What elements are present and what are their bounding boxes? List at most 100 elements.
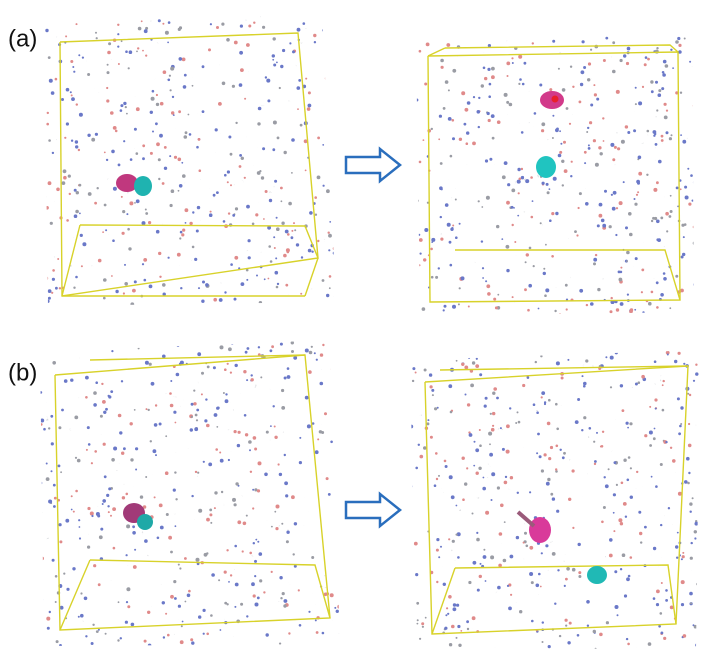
- atom: [280, 187, 283, 190]
- atom: [330, 441, 333, 444]
- atom: [311, 251, 313, 253]
- atom: [448, 595, 452, 599]
- atom: [118, 414, 122, 418]
- atom: [209, 509, 212, 512]
- atom: [551, 350, 553, 352]
- atom: [475, 364, 479, 368]
- atom: [636, 194, 638, 196]
- atom: [445, 465, 448, 468]
- atom: [85, 307, 88, 310]
- atom: [144, 29, 148, 33]
- atom: [93, 391, 97, 395]
- atom: [175, 525, 177, 527]
- atom: [78, 54, 80, 56]
- atom: [244, 98, 246, 100]
- atom: [74, 214, 78, 218]
- atom: [148, 644, 152, 648]
- atom: [478, 126, 480, 128]
- atom: [671, 134, 673, 136]
- atom: [613, 530, 615, 532]
- atom: [580, 83, 583, 86]
- atom: [504, 93, 508, 97]
- atom: [121, 452, 124, 455]
- atom: [452, 137, 455, 140]
- atom: [248, 256, 251, 259]
- atom: [307, 424, 311, 428]
- atom: [549, 219, 552, 222]
- atom: [504, 521, 506, 523]
- atom: [232, 85, 235, 88]
- atom: [273, 121, 277, 125]
- atom: [579, 289, 583, 293]
- atom: [209, 213, 213, 217]
- atom: [676, 92, 678, 94]
- atom: [656, 47, 658, 49]
- atom: [301, 256, 303, 258]
- atom: [65, 35, 67, 37]
- atom: [324, 412, 327, 415]
- atom: [476, 472, 479, 475]
- atom: [444, 460, 447, 463]
- atom: [178, 190, 180, 192]
- atom: [179, 26, 182, 29]
- atom: [268, 278, 270, 280]
- atom: [160, 102, 164, 106]
- atom: [234, 545, 237, 548]
- atom: [597, 288, 600, 291]
- atom: [586, 600, 590, 604]
- atom: [256, 275, 258, 277]
- atom: [46, 477, 50, 481]
- atom: [230, 372, 232, 374]
- atom: [328, 493, 331, 496]
- atom: [609, 225, 612, 228]
- atom: [123, 447, 126, 450]
- atom: [155, 454, 157, 456]
- atom: [51, 470, 53, 472]
- atom: [254, 575, 256, 577]
- atom: [76, 191, 79, 194]
- atom: [497, 120, 501, 124]
- atom: [554, 603, 556, 605]
- atom: [71, 94, 73, 96]
- atom: [154, 496, 156, 498]
- atom: [235, 207, 238, 210]
- atom: [610, 143, 614, 147]
- atom: [554, 310, 556, 312]
- atom: [672, 67, 674, 69]
- atom: [497, 586, 501, 590]
- atom: [612, 207, 616, 211]
- atom: [149, 285, 153, 289]
- atom: [223, 220, 226, 223]
- atom: [459, 138, 462, 141]
- atom: [694, 625, 698, 629]
- atom: [234, 256, 238, 260]
- atom: [261, 176, 264, 179]
- atom: [174, 156, 177, 159]
- atom: [266, 633, 269, 636]
- atom: [588, 144, 590, 146]
- atom: [670, 447, 672, 449]
- atom: [447, 223, 451, 227]
- atom: [438, 475, 440, 477]
- cluster-pink: [529, 517, 551, 543]
- molecule-texture: [400, 20, 710, 330]
- atom: [474, 441, 476, 443]
- atom: [623, 54, 626, 57]
- atom: [578, 575, 581, 578]
- atom: [126, 524, 130, 528]
- atom: [240, 25, 243, 28]
- atom: [206, 633, 209, 636]
- atom: [237, 520, 241, 524]
- atom: [623, 459, 626, 462]
- atom: [64, 379, 68, 383]
- atom: [584, 162, 586, 164]
- atom: [50, 415, 53, 418]
- atom: [227, 363, 229, 365]
- atom: [125, 50, 128, 53]
- atom: [593, 258, 597, 262]
- atom: [477, 110, 481, 114]
- atom: [87, 134, 90, 137]
- atom: [656, 603, 659, 606]
- atom: [130, 158, 133, 161]
- atom: [322, 29, 325, 32]
